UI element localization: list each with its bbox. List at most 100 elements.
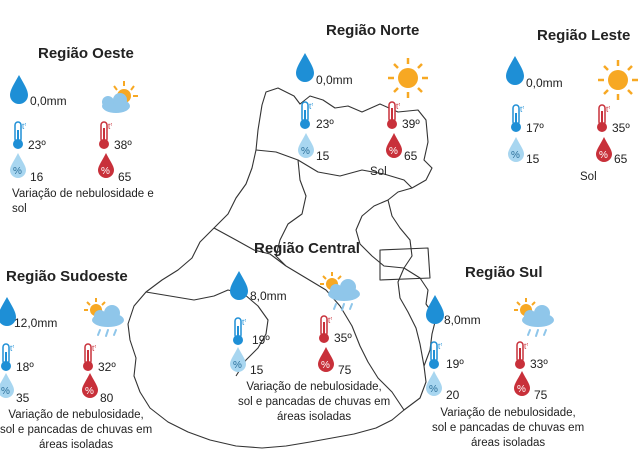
temp-min: 17º <box>526 121 544 135</box>
humidity-max: 80 <box>100 391 114 405</box>
svg-text:%: % <box>301 146 310 157</box>
humidity-low-icon: % <box>0 373 14 398</box>
svg-text:%: % <box>511 150 520 161</box>
temp-min: 23º <box>316 117 334 131</box>
weather-description: Variação de nebulosidade, sol e pancadas… <box>0 409 153 451</box>
rain-amount: 0,0mm <box>526 76 563 90</box>
rain-drop-icon <box>230 271 248 300</box>
weather-partly-cloudy-icon <box>102 81 138 113</box>
humidity-high-icon: % <box>514 371 530 396</box>
svg-text:%: % <box>389 146 398 157</box>
svg-text:%: % <box>101 166 110 177</box>
svg-text:%: % <box>429 384 438 395</box>
border-norte <box>255 149 413 189</box>
humidity-min: 15 <box>250 363 264 377</box>
rain-drop-icon <box>506 56 524 85</box>
border-central-south <box>285 265 405 411</box>
rain-drop-icon <box>10 75 28 104</box>
svg-text:t°: t° <box>438 342 442 351</box>
rain-amount: 12,0mm <box>14 316 58 330</box>
humidity-min: 16 <box>30 170 44 184</box>
state-border <box>127 87 437 449</box>
temp-max: 39º <box>402 117 420 131</box>
svg-text:%: % <box>233 360 242 371</box>
region-title: Região Sul <box>465 264 543 281</box>
thermometer-red-icon: t° <box>83 343 96 371</box>
svg-text:t°: t° <box>22 122 26 131</box>
thermometer-red-icon: t° <box>387 101 400 129</box>
svg-text:t°: t° <box>328 316 332 325</box>
rain-amount: 8,0mm <box>444 313 481 327</box>
border-leste <box>355 199 405 269</box>
weather-sun-cloud-rain-icon <box>84 298 124 337</box>
thermometer-red-icon: t° <box>99 121 112 149</box>
thermometer-blue-icon: t° <box>1 343 14 371</box>
rain-drop-icon <box>426 295 444 324</box>
svg-text:%: % <box>13 166 22 177</box>
rain-amount: 0,0mm <box>30 94 67 108</box>
humidity-max: 65 <box>614 152 628 166</box>
thermometer-red-icon: t° <box>515 341 528 369</box>
humidity-min: 20 <box>446 388 460 402</box>
thermometer-blue-icon: t° <box>511 104 524 132</box>
border-sul <box>397 267 425 367</box>
humidity-high-icon: % <box>386 133 402 158</box>
humidity-low-icon: % <box>10 153 26 178</box>
weather-description: Sol <box>370 166 387 178</box>
svg-text:t°: t° <box>92 344 96 353</box>
thermometer-blue-icon: t° <box>300 101 313 129</box>
humidity-high-icon: % <box>98 153 114 178</box>
humidity-max: 65 <box>404 149 418 163</box>
weather-sun-cloud-rain-icon <box>320 272 360 311</box>
temp-min: 19º <box>446 357 464 371</box>
temp-min: 23º <box>28 138 46 152</box>
weather-sun-icon <box>388 58 428 98</box>
temp-min: 19º <box>252 333 270 347</box>
humidity-low-icon: % <box>426 371 442 396</box>
svg-text:%: % <box>321 360 330 371</box>
distrito-federal-border <box>379 247 431 281</box>
humidity-low-icon: % <box>298 133 314 158</box>
region-title: Região Oeste <box>38 45 134 62</box>
humidity-low-icon: % <box>230 347 246 372</box>
svg-text:t°: t° <box>520 105 524 114</box>
region-title: Região Leste <box>537 27 631 44</box>
svg-text:t°: t° <box>396 102 400 111</box>
svg-text:t°: t° <box>242 318 246 327</box>
thermometer-blue-icon: t° <box>429 341 442 369</box>
svg-text:%: % <box>517 384 526 395</box>
weather-sun-cloud-rain-icon <box>514 298 554 337</box>
svg-text:t°: t° <box>524 342 528 351</box>
weather-description: Variação de nebulosidade, sol e pancadas… <box>432 407 585 449</box>
svg-text:t°: t° <box>10 344 14 353</box>
humidity-max: 75 <box>534 388 548 402</box>
temp-max: 33º <box>530 357 548 371</box>
temp-max: 35º <box>334 331 352 345</box>
thermometer-red-icon: t° <box>597 104 610 132</box>
humidity-high-icon: % <box>82 373 98 398</box>
humidity-max: 65 <box>118 170 132 184</box>
rain-drop-icon <box>0 297 16 326</box>
rain-amount: 0,0mm <box>316 73 353 87</box>
svg-text:%: % <box>599 150 608 161</box>
weather-description: Variação de nebulosidade, sol e pancadas… <box>238 381 391 423</box>
rain-amount: 8,0mm <box>250 289 287 303</box>
weather-description: Variação de nebulosidade e sol <box>12 188 154 215</box>
region-title: Região Norte <box>326 22 420 39</box>
thermometer-blue-icon: t° <box>233 317 246 345</box>
svg-text:t°: t° <box>606 105 610 114</box>
thermometer-red-icon: t° <box>319 315 332 343</box>
region-title: Região Sudoeste <box>6 268 128 285</box>
svg-text:t°: t° <box>309 102 313 111</box>
thermometer-blue-icon: t° <box>13 121 26 149</box>
humidity-min: 15 <box>316 149 330 163</box>
svg-text:%: % <box>1 386 10 397</box>
weather-sun-icon <box>598 60 638 100</box>
svg-text:%: % <box>85 386 94 397</box>
border-oeste <box>213 227 287 267</box>
temp-max: 32º <box>98 360 116 374</box>
temp-min: 18º <box>16 360 34 374</box>
border-sudoeste <box>145 289 269 377</box>
humidity-low-icon: % <box>508 137 524 162</box>
